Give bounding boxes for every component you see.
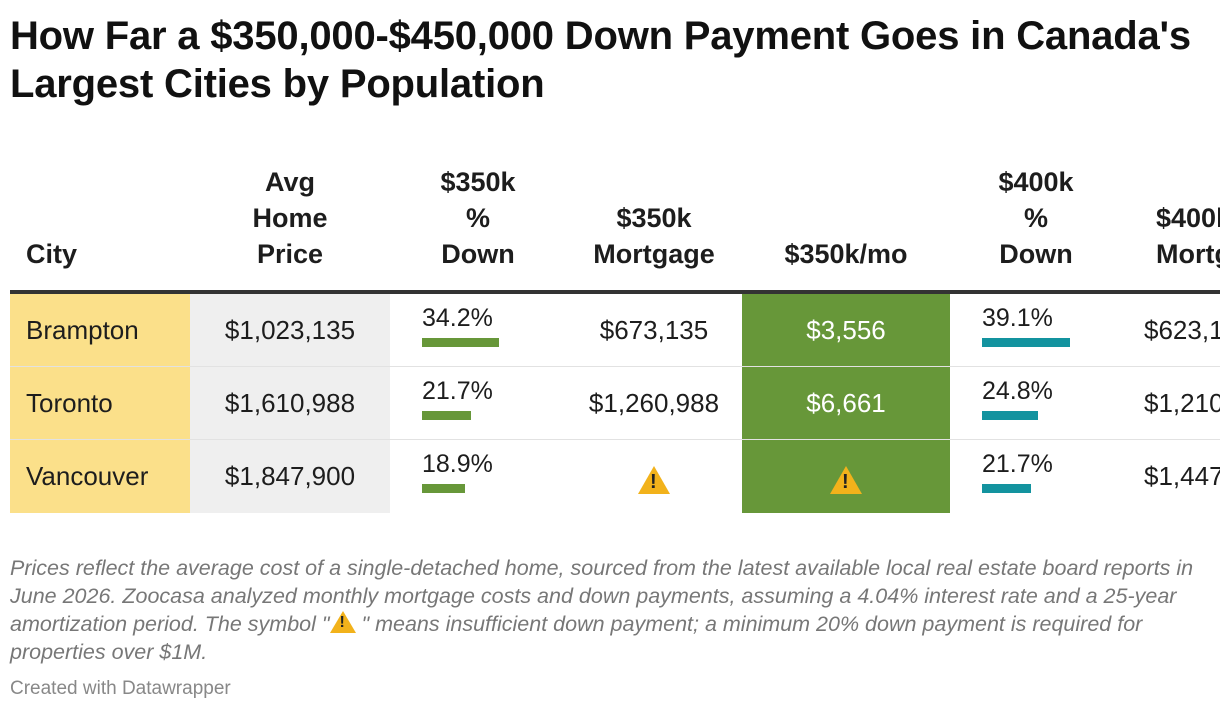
table-row: Brampton $1,023,135 34.2% $673,135 $3,556 39.… <box>10 292 1220 367</box>
city-cell: Brampton <box>10 292 190 367</box>
column-header-city[interactable]: City <box>10 164 190 294</box>
pct-down-350k-cell: 21.7% <box>390 366 566 440</box>
avg-price-cell: $1,847,900 <box>190 439 390 513</box>
credit-line[interactable]: Created with Datawrapper <box>10 678 231 699</box>
column-header-350k-pct-down[interactable]: $350k % Down <box>390 164 566 294</box>
pct-down-350k-cell: 34.2% <box>390 292 566 367</box>
column-header-350k-mortgage[interactable]: $350k Mortgage <box>566 164 742 294</box>
column-header-400k-pct-down[interactable]: $400k % Down <box>950 164 1122 294</box>
table-row: Vancouver$1,847,900 18.9% 21.7% $1,447,900 <box>10 439 1220 514</box>
monthly-350k-cell: $3,556 <box>742 292 950 367</box>
percent-bar <box>982 484 1031 493</box>
percent-value-label: 21.7% <box>422 376 493 405</box>
avg-price-cell: $1,023,135 <box>190 292 390 367</box>
monthly-350k-cell: $6,661 <box>742 366 950 440</box>
mortgage-400k-cell: $1,447,900 <box>1144 461 1220 491</box>
city-cell: Toronto <box>10 366 190 440</box>
chart-notes: Prices reflect the average cost of a sin… <box>10 554 1205 666</box>
header-row: City Avg Home Price $350k % Down $350k M… <box>10 164 1220 294</box>
mortgage-350k-cell: $1,260,988 <box>566 366 742 440</box>
percent-value-label: 24.8% <box>982 376 1053 405</box>
percent-bar <box>422 337 499 347</box>
table-row: Toronto $1,610,988 21.7% $1,260,988 $6,661 24… <box>10 366 1220 440</box>
mortgage-350k-cell: $673,135 <box>566 292 742 367</box>
percent-bar <box>422 484 465 493</box>
warning-icon <box>329 611 356 633</box>
mortgage-400k-cell: $1,210,988 <box>1122 366 1220 440</box>
avg-price-cell: $1,610,988 <box>190 366 390 440</box>
percent-value-label: 34.2% <box>422 303 493 332</box>
percent-value-label: 21.7% <box>982 450 1053 478</box>
column-header-avg-home-price[interactable]: Avg Home Price <box>190 164 390 294</box>
data-table: City Avg Home Price $350k % Down $350k M… <box>10 164 1220 513</box>
percent-bar <box>982 337 1070 347</box>
percent-value-label: 39.1% <box>982 303 1053 332</box>
data-table-wrapper: City Avg Home Price $350k % Down $350k M… <box>10 164 1220 516</box>
column-header-400k-mortgage[interactable]: $400k Mortgage <box>1122 164 1220 294</box>
monthly-350k-cell <box>742 439 950 513</box>
percent-bar <box>422 410 471 420</box>
mortgage-350k-cell <box>566 440 742 514</box>
pct-down-350k-cell: 18.9% <box>390 440 566 514</box>
pct-down-400k-cell: 39.1% <box>950 292 1122 367</box>
mortgage-400k-cell: $623,135 <box>1122 292 1220 367</box>
table-body: Brampton $1,023,135 34.2% $673,135 $3,556 39.… <box>10 292 1220 513</box>
chart-title: How Far a $350,000-$450,000 Down Payment… <box>10 14 1191 106</box>
city-cell: Vancouver <box>10 439 190 513</box>
notes-text-before: Prices reflect the average cost of a sin… <box>10 556 1194 636</box>
column-header-350k-monthly[interactable]: $350k/mo <box>742 164 950 294</box>
notes-text-after: " means insufficient down payment; a min… <box>10 612 1143 664</box>
pct-down-400k-cell: 21.7% <box>950 440 1122 514</box>
percent-value-label: 18.9% <box>422 450 493 478</box>
percent-bar <box>982 410 1038 420</box>
warning-icon <box>638 466 670 495</box>
pct-down-400k-cell: 24.8% <box>950 366 1122 440</box>
warning-icon <box>830 466 862 495</box>
